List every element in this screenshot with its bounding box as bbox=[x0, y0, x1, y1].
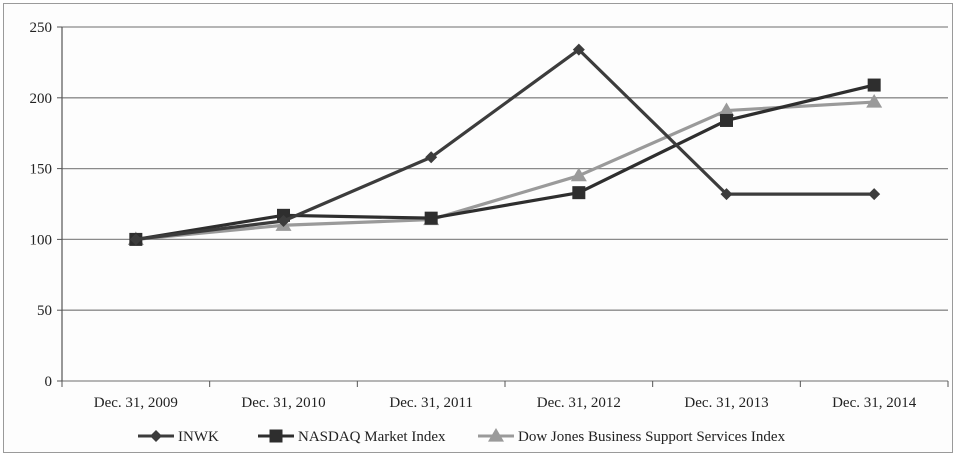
data-point bbox=[868, 188, 881, 201]
data-point bbox=[424, 211, 438, 225]
legend-marker bbox=[269, 429, 283, 443]
x-tick-label: Dec. 31, 2011 bbox=[389, 395, 473, 411]
y-tick-label: 50 bbox=[37, 303, 52, 319]
y-tick-label: 150 bbox=[30, 162, 53, 178]
data-point bbox=[720, 188, 733, 201]
y-tick-label: 250 bbox=[30, 20, 53, 36]
legend-item: Dow Jones Business Support Services Inde… bbox=[478, 428, 786, 445]
x-tick-label: Dec. 31, 2010 bbox=[241, 395, 325, 411]
series-inwk bbox=[129, 43, 881, 246]
data-point bbox=[572, 43, 585, 56]
x-tick-label: Dec. 31, 2013 bbox=[684, 395, 768, 411]
axes: 0 50 100 150 200 250 Dec. 31, 2009 Dec. 31, 201… bbox=[30, 20, 949, 411]
legend-marker bbox=[150, 430, 162, 442]
legend-label: Dow Jones Business Support Services Inde… bbox=[518, 429, 786, 445]
x-tick-label: Dec. 31, 2012 bbox=[537, 395, 621, 411]
legend-item: NASDAQ Market Index bbox=[258, 429, 446, 445]
data-point bbox=[866, 94, 883, 108]
series-line bbox=[135, 48, 875, 241]
x-tick-label: Dec. 31, 2014 bbox=[832, 395, 917, 411]
chart-frame bbox=[3, 3, 953, 453]
data-point bbox=[277, 214, 290, 227]
y-tick-label: 0 bbox=[45, 374, 53, 390]
y-tick-label: 100 bbox=[30, 232, 53, 248]
data-point bbox=[718, 102, 735, 117]
data-point bbox=[129, 233, 142, 246]
legend: INWK NASDAQ Market Index Dow Jones Busines… bbox=[138, 428, 786, 445]
legend-marker bbox=[488, 428, 504, 442]
legend-item: INWK bbox=[138, 429, 219, 445]
series-nasdaq-market-index bbox=[129, 78, 881, 246]
legend-label: NASDAQ Market Index bbox=[298, 429, 446, 445]
data-point bbox=[570, 167, 587, 182]
x-tick-label: Dec. 31, 2009 bbox=[94, 395, 178, 411]
data-point bbox=[572, 186, 586, 200]
data-point bbox=[720, 113, 733, 127]
series-line bbox=[135, 100, 875, 241]
legend-label: INWK bbox=[178, 429, 219, 445]
data-point bbox=[425, 151, 438, 164]
series-line bbox=[135, 83, 875, 241]
y-tick-label: 200 bbox=[30, 91, 53, 107]
data-point bbox=[867, 78, 881, 92]
series-layer bbox=[127, 43, 883, 246]
